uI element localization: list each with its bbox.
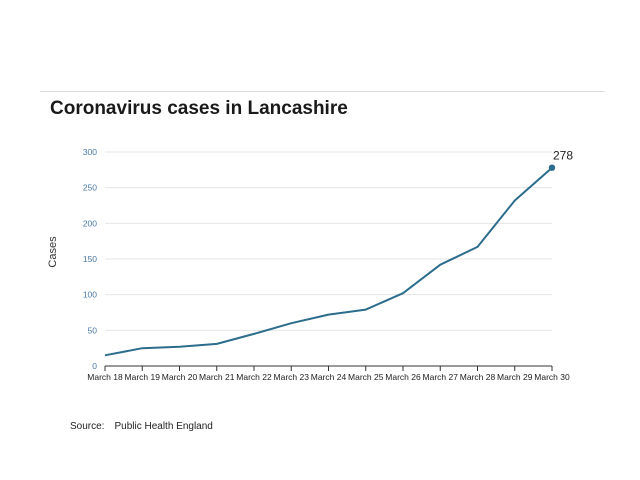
- source-note: Source: Public Health England: [70, 421, 213, 432]
- gridlines: [105, 151, 552, 331]
- y-tick-label: 250: [83, 183, 97, 193]
- chart-title: Coronavirus cases in Lancashire: [50, 98, 348, 119]
- x-tick-label: March 19: [125, 372, 161, 382]
- x-tick-label: March 30: [534, 372, 570, 382]
- y-tick-label: 300: [83, 147, 97, 157]
- x-tick-label: March 29: [497, 372, 533, 382]
- top-divider: [40, 91, 605, 92]
- y-tick-label: 150: [83, 254, 97, 264]
- x-tick-label: March 18: [87, 372, 123, 382]
- x-axis: [104, 365, 553, 371]
- x-tick-labels: March 18 March 19 March 20 March 21 March 22…: [87, 372, 570, 382]
- x-tick-label: March 22: [236, 372, 272, 382]
- series-cases: [104, 164, 556, 357]
- end-point-marker: [548, 164, 556, 171]
- annotations: 278: [553, 149, 573, 163]
- data-label-last: 278: [553, 149, 573, 163]
- y-tick-label: 100: [83, 290, 97, 300]
- x-tick-label: March 23: [274, 372, 310, 382]
- x-tick-label: March 21: [199, 372, 235, 382]
- y-axis-label: Cases: [47, 236, 59, 268]
- x-tick-label: March 26: [385, 372, 421, 382]
- x-tick-label: March 20: [162, 372, 198, 382]
- source-label: Source:: [70, 421, 105, 432]
- x-tick-label: March 28: [460, 372, 496, 382]
- series-line: [104, 166, 553, 357]
- x-tick-label: March 25: [348, 372, 384, 382]
- y-tick-label: 0: [92, 361, 97, 371]
- y-tick-label: 200: [83, 218, 97, 228]
- y-tick-label: 50: [88, 325, 98, 335]
- x-tick-label: March 24: [311, 372, 347, 382]
- source-text: Public Health England: [114, 421, 213, 432]
- y-tick-labels: 0 50 100 150 200 250 300: [83, 147, 97, 371]
- x-tick-label: March 27: [423, 372, 459, 382]
